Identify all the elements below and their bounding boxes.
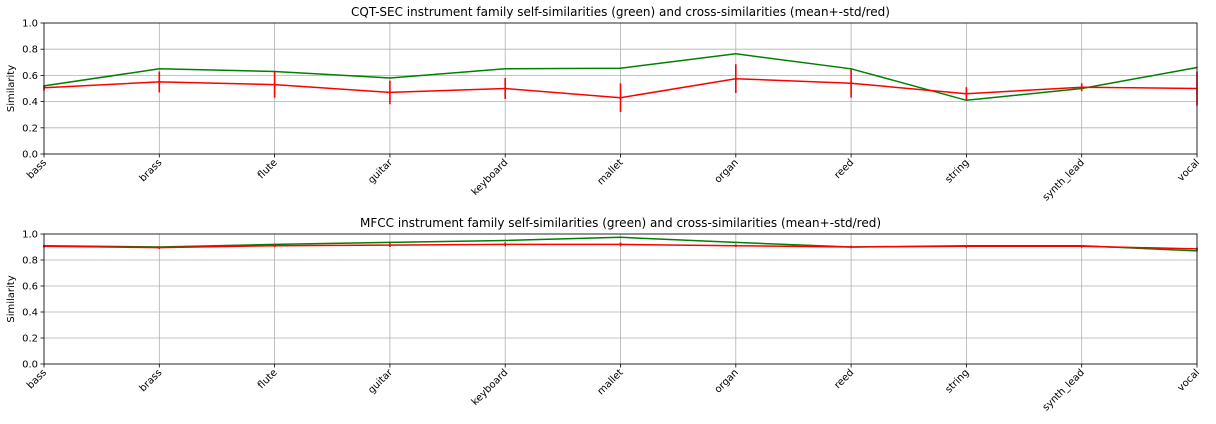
y-tick-label: 0.2 [22, 334, 38, 345]
x-tick-label: flute [256, 367, 280, 391]
data-point [158, 81, 161, 83]
y-tick-label: 0.8 [22, 45, 38, 56]
x-tick-label: flute [256, 157, 280, 181]
y-tick-label: 0.4 [22, 97, 38, 108]
x-tick-label: mallet [596, 157, 626, 187]
y-tick-label: 0.4 [22, 308, 38, 319]
x-tick-label: organ [713, 367, 741, 395]
y-tick-label: 1.0 [22, 19, 38, 30]
chart-title: CQT-SEC instrument family self-similarit… [351, 5, 890, 19]
y-axis-label: Similarity [6, 275, 17, 322]
y-tick-label: 0.2 [22, 123, 38, 134]
x-tick-label: bass [25, 367, 49, 391]
y-tick-label: 0.0 [22, 360, 38, 371]
x-tick-label: brass [138, 367, 165, 394]
plot-frame [43, 22, 1198, 155]
x-tick-label: keyboard [470, 367, 511, 408]
data-point [735, 77, 737, 80]
x-tick-label: bass [25, 157, 49, 181]
data-point [389, 244, 391, 246]
y-axis-label: Similarity [6, 65, 17, 112]
x-tick-label: organ [713, 157, 741, 185]
data-point [1080, 86, 1083, 88]
data-point [735, 244, 737, 247]
data-point [850, 82, 852, 85]
x-tick-label: vocal [1176, 157, 1202, 183]
data-point [504, 87, 507, 90]
x-tick-label: reed [833, 157, 857, 181]
data-point [619, 236, 622, 239]
chart-title: MFCC instrument family self-similarities… [360, 216, 881, 230]
data-point [504, 239, 507, 242]
data-point [158, 68, 161, 70]
data-point [389, 91, 391, 94]
x-tick-label: brass [138, 157, 165, 184]
chart-panel-1: CQT-SEC instrument family self-similarit… [6, 5, 1202, 203]
data-point [1080, 245, 1083, 248]
y-tick-label: 0.6 [22, 282, 38, 293]
data-point [273, 244, 276, 247]
x-tick-label: synth_lead [1041, 367, 1087, 413]
data-point [389, 77, 391, 79]
data-point [735, 241, 737, 244]
data-point [619, 67, 622, 69]
data-point [273, 83, 276, 86]
x-tick-label: string [943, 367, 971, 395]
data-point [965, 92, 968, 95]
x-tick-label: guitar [366, 367, 395, 396]
x-tick-label: guitar [366, 157, 395, 186]
data-point [158, 246, 161, 249]
x-tick-label: string [943, 157, 971, 185]
x-tick-label: mallet [596, 367, 626, 397]
chart-panel-2: MFCC instrument family self-similarities… [6, 216, 1202, 413]
x-tick-label: keyboard [470, 157, 511, 198]
plot-frame [43, 233, 1198, 365]
data-point [850, 246, 852, 248]
x-tick-label: vocal [1176, 367, 1202, 393]
data-point [389, 241, 391, 244]
data-point [504, 68, 507, 70]
y-tick-label: 0.6 [22, 71, 38, 82]
data-point [619, 243, 622, 246]
data-point [504, 243, 507, 246]
data-point [965, 245, 968, 248]
data-point [619, 96, 622, 99]
y-tick-label: 1.0 [22, 230, 38, 241]
data-point [735, 52, 737, 55]
y-tick-label: 0.0 [22, 150, 38, 161]
y-tick-label: 0.8 [22, 256, 38, 267]
x-tick-label: synth_lead [1041, 157, 1087, 203]
x-tick-label: reed [833, 367, 857, 391]
